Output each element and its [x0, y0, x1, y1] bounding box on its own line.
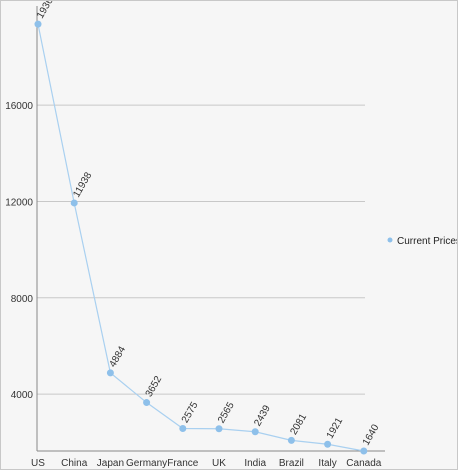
data-point[interactable] — [143, 399, 151, 407]
x-tick-label: Japan — [97, 458, 124, 469]
series-line — [37, 24, 364, 452]
data-point[interactable] — [70, 199, 78, 207]
data-point[interactable] — [34, 20, 42, 28]
data-label: 11938 — [71, 170, 94, 199]
data-point[interactable] — [287, 436, 295, 444]
data-label: 1640 — [361, 422, 382, 447]
data-point[interactable] — [106, 369, 114, 377]
data-label: 4884 — [107, 344, 128, 369]
x-tick-label: France — [167, 458, 199, 469]
data-label: 1921 — [325, 416, 346, 441]
x-tick-label: Brazil — [279, 458, 304, 469]
legend-label: Current Prices — [397, 236, 457, 247]
data-label: 2565 — [216, 400, 237, 425]
data-label: 2081 — [288, 412, 309, 437]
x-tick-label: China — [61, 458, 88, 469]
x-tick-label: India — [244, 458, 266, 469]
data-label: 2439 — [252, 403, 273, 428]
x-tick-label: Canada — [346, 458, 381, 469]
x-tick-label: Italy — [318, 458, 336, 469]
y-tick-label: 12000 — [5, 197, 33, 208]
data-point[interactable] — [179, 424, 187, 432]
data-point[interactable] — [360, 447, 368, 455]
data-label: 2575 — [180, 400, 201, 425]
legend: Current Prices — [387, 236, 457, 247]
y-tick-label: 4000 — [11, 390, 34, 401]
y-tick-label: 16000 — [5, 101, 33, 112]
data-label: 3652 — [144, 374, 165, 399]
x-tick-label: Germany — [126, 458, 167, 469]
y-tick-label: 8000 — [11, 294, 34, 305]
x-tick-label: UK — [212, 458, 226, 469]
x-tick-label: US — [31, 458, 45, 469]
data-label: 19362 — [35, 1, 59, 21]
data-point[interactable] — [324, 440, 332, 448]
legend-marker — [387, 237, 393, 243]
data-point[interactable] — [251, 428, 259, 436]
data-point[interactable] — [215, 425, 223, 433]
